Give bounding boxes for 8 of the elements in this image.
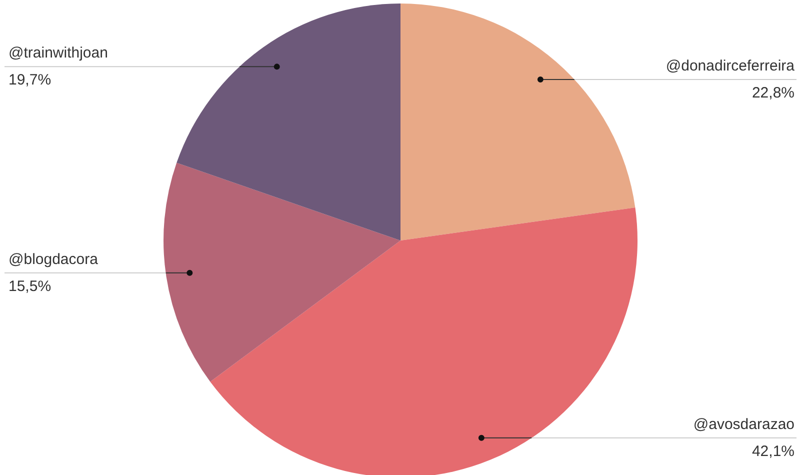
slice-label: @donadirceferreira: [666, 58, 796, 75]
slice-label: @trainwithjoan: [8, 44, 108, 62]
data-label: 15,5%: [8, 278, 52, 295]
slice-label: @blogdacora: [8, 250, 99, 268]
data-label: 22,8%: [752, 84, 795, 102]
slice-label: @avosdarazao: [693, 416, 795, 433]
data-label: 42,1%: [752, 442, 795, 460]
data-label: 19,7%: [8, 72, 52, 89]
